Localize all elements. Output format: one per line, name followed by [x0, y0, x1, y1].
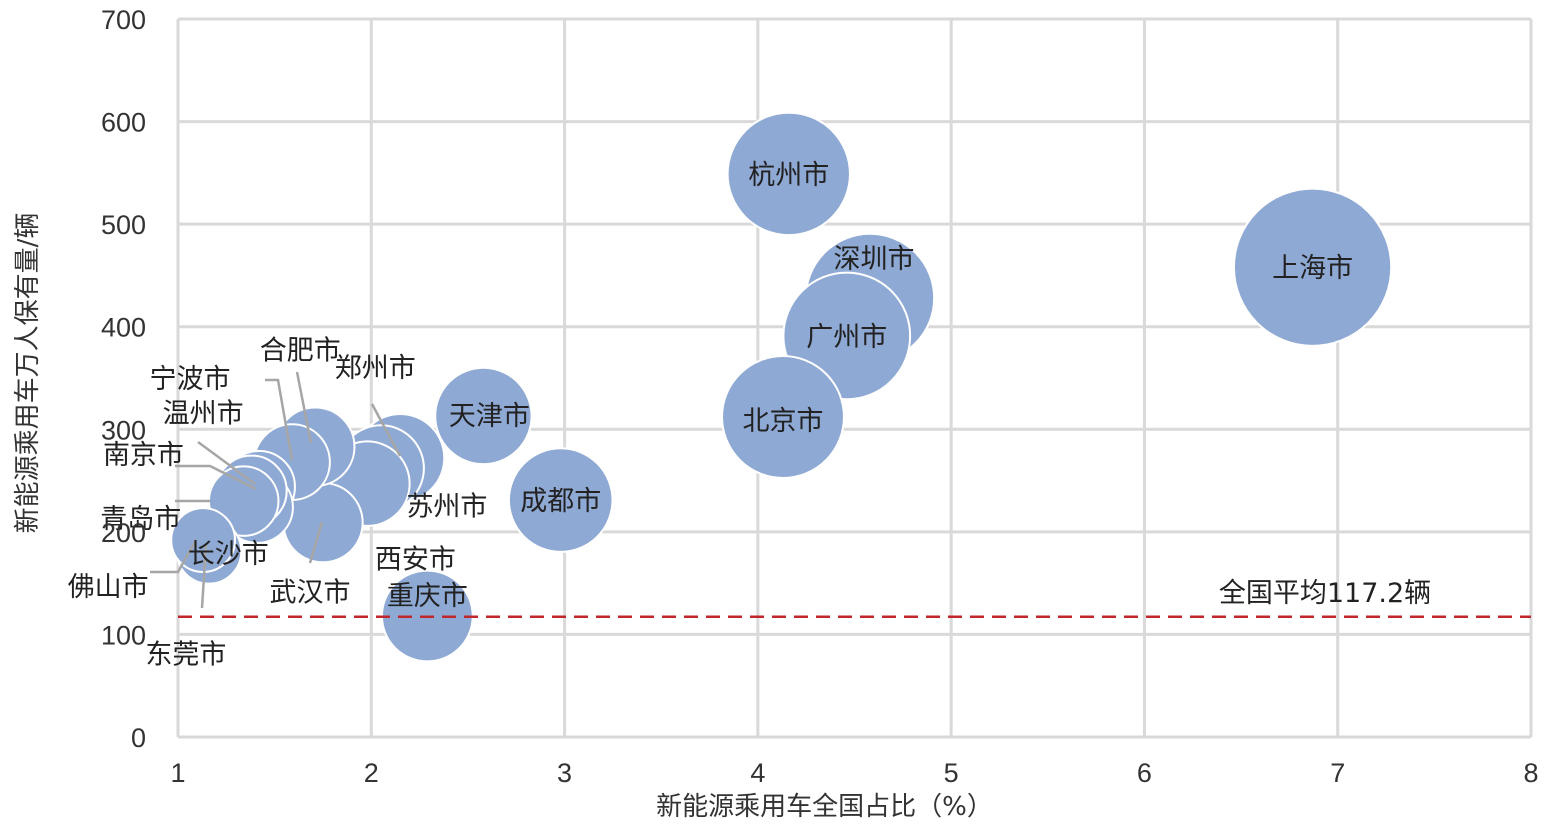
- leader-line: [175, 464, 257, 491]
- y-tick-label: 400: [101, 313, 146, 343]
- bubble-point: [726, 111, 851, 237]
- bubble-label: 广州市: [806, 322, 887, 353]
- bubble-layer: [170, 111, 1393, 663]
- y-tick-label: 100: [101, 620, 146, 650]
- bubble-label: 郑州市: [335, 353, 416, 384]
- bubble-point: [721, 355, 845, 479]
- bubble-label: 苏州市: [406, 491, 487, 522]
- reference-line-label: 全国平均117.2辆: [1219, 578, 1431, 609]
- bubble-label: 青岛市: [100, 504, 181, 535]
- y-tick-label: 0: [131, 723, 146, 753]
- y-tick-label: 200: [101, 518, 146, 548]
- y-tick-label: 500: [101, 210, 146, 240]
- tick-layer: 1 2 3 4 5 6 7 8 0 100 200 300 400 500 600 700: [101, 5, 1539, 788]
- y-axis-title: 新能源乘用车万人保有量/辆: [13, 213, 43, 534]
- bubble-label: 武汉市: [269, 578, 350, 609]
- x-tick-label: 4: [750, 758, 765, 788]
- bubble-label: 东莞市: [145, 639, 226, 670]
- leader-line: [200, 544, 208, 609]
- x-tick-label: 8: [1523, 758, 1538, 788]
- x-tick-label: 1: [170, 758, 185, 788]
- bubble-label: 成都市: [520, 486, 601, 517]
- x-tick-label: 7: [1330, 758, 1345, 788]
- bubble-label: 长沙市: [188, 539, 269, 570]
- bubble-label: 深圳市: [833, 244, 914, 275]
- y-tick-label: 600: [101, 108, 146, 138]
- x-axis-title: 新能源乘用车全国占比（%）: [656, 792, 993, 822]
- x-tick-label: 5: [944, 758, 959, 788]
- bubble-label: 合肥市: [260, 336, 341, 367]
- reference-line-layer: 全国平均117.2辆: [178, 578, 1531, 619]
- bubble-label: 宁波市: [150, 364, 231, 395]
- y-tick-label: 300: [101, 415, 146, 445]
- bubble-label: 上海市: [1272, 253, 1353, 284]
- y-tick-label: 700: [101, 5, 146, 35]
- x-tick-label: 2: [364, 758, 379, 788]
- bubble-label: 温州市: [163, 399, 244, 430]
- bubble-point: [1232, 187, 1393, 347]
- leader-line: [308, 521, 324, 564]
- bubble-point: [434, 366, 533, 466]
- leader-line: [197, 440, 256, 486]
- leader-line-layer: [150, 371, 402, 609]
- bubble-label: 重庆市: [387, 581, 468, 612]
- x-tick-label: 3: [557, 758, 572, 788]
- leader-line: [370, 403, 402, 457]
- bubble-label: 北京市: [742, 406, 823, 437]
- bubble-label: 天津市: [449, 401, 530, 432]
- bubble-label: 杭州市: [748, 160, 829, 191]
- leader-line: [265, 378, 294, 461]
- leader-line: [150, 539, 198, 574]
- x-tick-label: 6: [1137, 758, 1152, 788]
- leader-line: [295, 371, 313, 444]
- bubble-label: 佛山市: [68, 572, 149, 603]
- bubble-label: 西安市: [375, 545, 456, 576]
- bubble-label: 南京市: [103, 440, 184, 471]
- bubble-point: [507, 447, 614, 553]
